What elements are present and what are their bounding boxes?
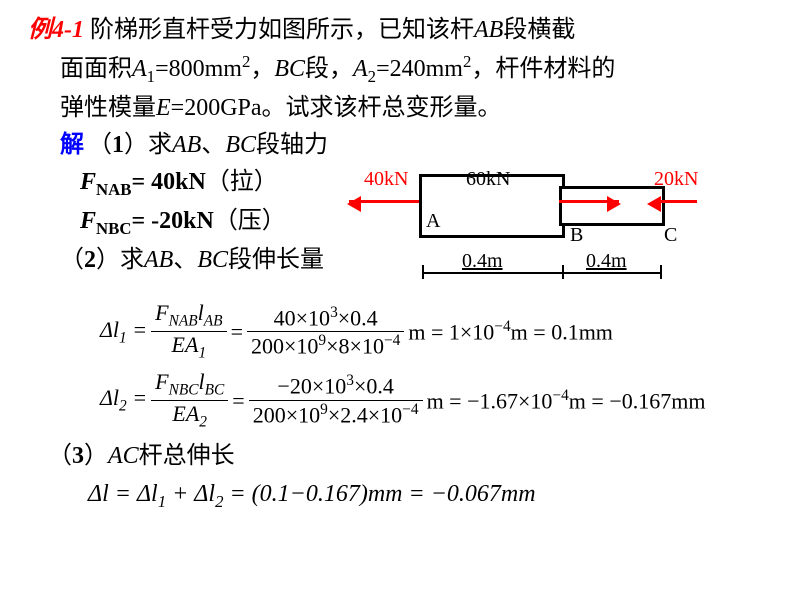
solution-label: 解 — [60, 132, 84, 158]
dim-bc: 0.4m — [586, 250, 627, 273]
point-b: B — [570, 224, 583, 247]
example-label: 例4-1 — [28, 17, 84, 43]
load-left-label: 40kN — [364, 168, 408, 191]
fnab: FNAB= 40kN（拉） — [28, 164, 324, 203]
force-arrow-right — [659, 200, 697, 203]
fnbc: FNBC= -20kN（压） — [28, 203, 324, 242]
force-arrow-mid — [559, 200, 619, 203]
equation-dl2: Δl2 = FNBClBC EA2 = −20×103×0.4 200×109×… — [100, 369, 772, 432]
point-a: A — [426, 210, 440, 233]
load-mid-label: 60kN — [466, 168, 510, 191]
equation-dl-total: Δl = Δl1 + Δl2 = (0.1−0.167)mm = −0.067m… — [88, 481, 772, 512]
intro-3: 弹性模量E=200GPa。试求该杆总变形量。 — [28, 90, 772, 127]
step-3: （3）AC杆总伸长 — [28, 438, 772, 475]
equation-dl1: Δl1 = FNABlAB EA1 = 40×103×0.4 200×109×8… — [100, 300, 772, 363]
point-c: C — [664, 224, 677, 247]
stepped-bar-diagram: 40kN 60kN 20kN A B C 0.4m 0.4m — [334, 164, 694, 294]
load-right-label: 20kN — [654, 168, 698, 191]
dim-ab: 0.4m — [462, 250, 503, 273]
force-arrow-left — [349, 200, 419, 203]
step-2: （2）求AB、BC段伸长量 — [28, 242, 324, 279]
intro-2: 面面积A1=800mm2，BC段，A2=240mm2，杆件材料的 — [28, 49, 772, 90]
step-1: 解（1）求AB、BC段轴力 — [28, 127, 772, 164]
intro-1: 例4-1阶梯形直杆受力如图所示，已知该杆AB段横截 — [28, 12, 772, 49]
